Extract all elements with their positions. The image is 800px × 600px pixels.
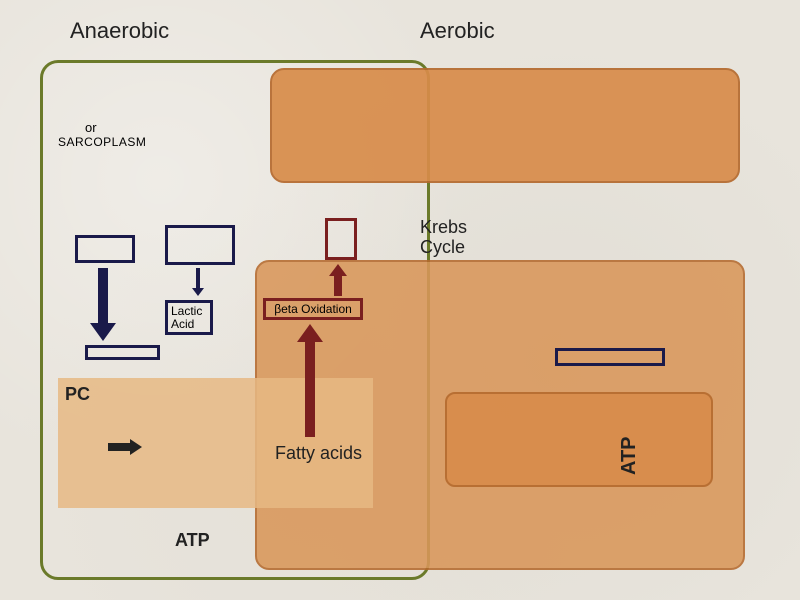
box-navy-1	[75, 235, 135, 263]
box-navy-2	[165, 225, 235, 265]
arrow-maroon-up-2	[305, 324, 323, 437]
arrow-navy-down-2	[196, 268, 204, 296]
krebs-label: Krebs Cycle	[420, 218, 467, 258]
aerobic-title: Aerobic	[420, 18, 495, 44]
atp-vertical-label: ATP	[618, 405, 641, 475]
atp-bottom-label: ATP	[175, 530, 210, 551]
lactic-acid-box: Lactic Acid	[165, 300, 213, 335]
fatty-acids-label: Fatty acids	[275, 443, 362, 464]
arrow-navy-down-1	[98, 268, 116, 341]
aerobic-upper-box	[270, 68, 740, 183]
arrow-right-pc	[108, 438, 142, 456]
box-navy-3	[85, 345, 160, 360]
or-label: or	[85, 120, 97, 135]
inner-orange-box	[445, 392, 713, 487]
lactic-line2: Acid	[171, 318, 207, 331]
arrow-maroon-up-1	[334, 264, 347, 296]
sarcoplasm-label: SARCOPLASM	[58, 135, 146, 149]
box-maroon-1	[325, 218, 357, 260]
diagram-root: Anaerobic Aerobic or SARCOPLASM Krebs Cy…	[0, 0, 800, 600]
anaerobic-title: Anaerobic	[70, 18, 169, 44]
krebs-line1: Krebs	[420, 218, 467, 238]
krebs-line2: Cycle	[420, 238, 467, 258]
beta-oxidation-box: βeta Oxidation	[263, 298, 363, 320]
box-navy-4	[555, 348, 665, 366]
pc-label: PC	[65, 384, 90, 405]
